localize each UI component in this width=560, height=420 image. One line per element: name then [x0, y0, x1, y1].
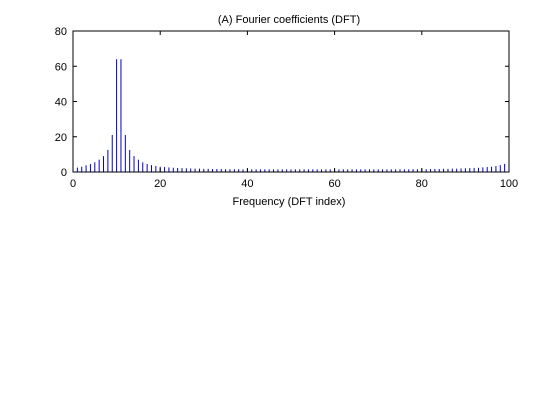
x-tick-label: 20: [154, 178, 166, 190]
y-tick-label: 60: [55, 61, 67, 73]
x-tick-label: 0: [70, 178, 76, 190]
x-tick-label: 40: [241, 178, 253, 190]
x-tick-label: 100: [500, 178, 518, 190]
x-axis-label: Frequency (DFT index): [233, 196, 346, 208]
x-tick-label: 80: [416, 178, 428, 190]
y-tick-label: 40: [55, 97, 67, 109]
chart-title: (A) Fourier coefficients (DFT): [218, 14, 360, 26]
x-ticks-group: 0 20 40 60 80 100: [70, 31, 518, 190]
bars-group: [72, 59, 510, 172]
y-tick-label: 0: [61, 167, 67, 179]
plot-area-frame: [72, 30, 510, 173]
y-tick-label: 80: [55, 26, 67, 38]
y-tick-label: 20: [55, 132, 67, 144]
x-tick-label: 60: [328, 178, 340, 190]
y-ticks-group: 0 20 40 60 80: [55, 26, 509, 179]
